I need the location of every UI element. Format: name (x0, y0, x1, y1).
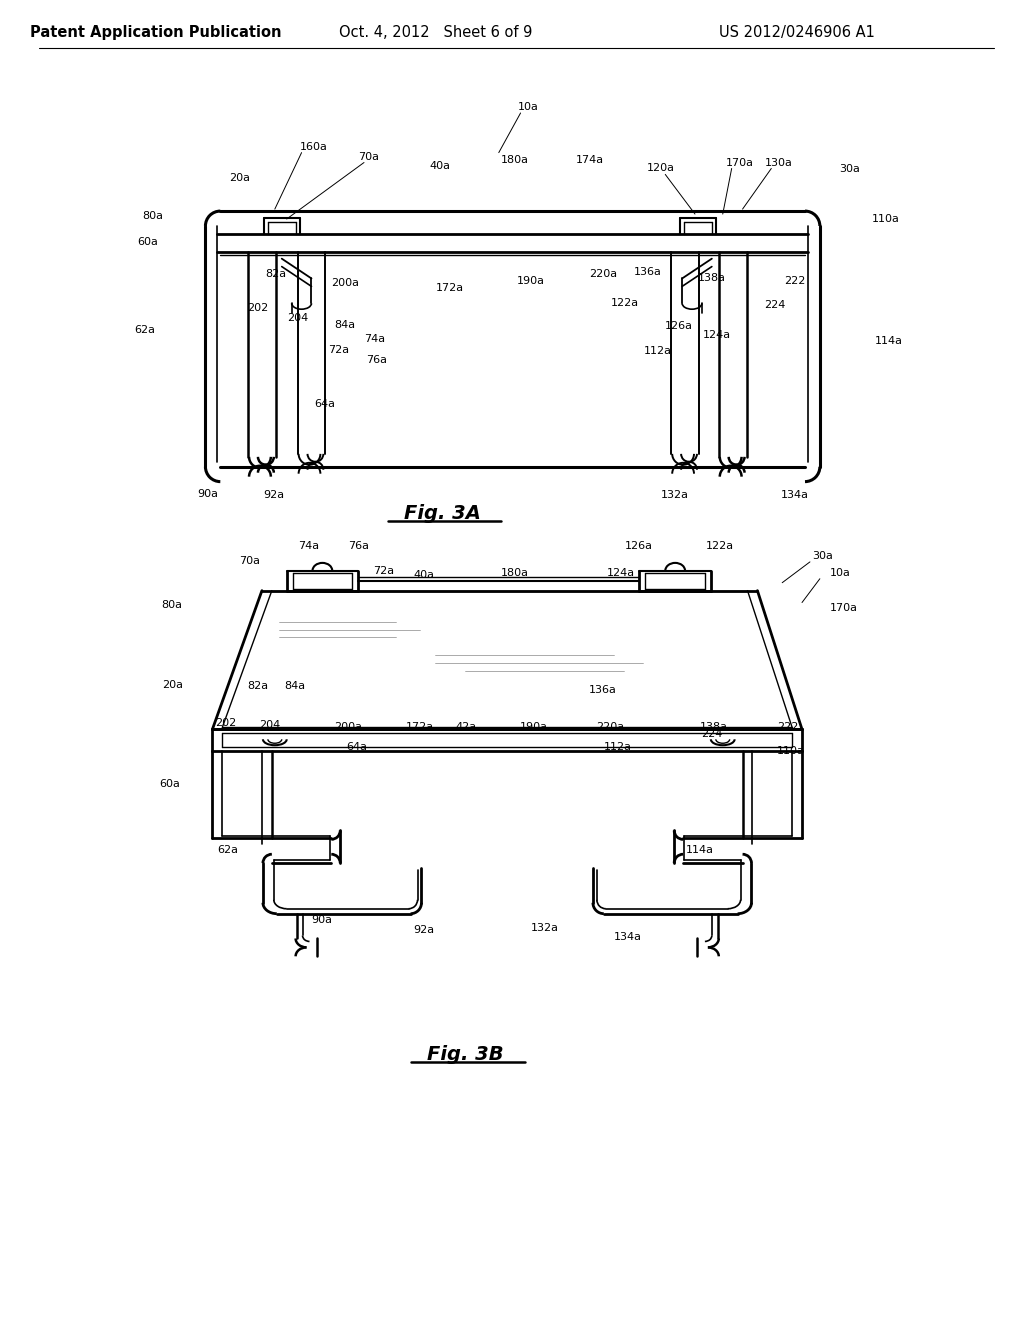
Text: 180a: 180a (501, 154, 528, 165)
Text: 170a: 170a (726, 157, 754, 168)
Text: 30a: 30a (812, 550, 833, 561)
Text: 134a: 134a (613, 932, 642, 942)
Text: 138a: 138a (698, 273, 726, 284)
Text: 70a: 70a (240, 556, 260, 566)
Text: 222: 222 (784, 276, 806, 286)
Text: 64a: 64a (346, 742, 368, 752)
Text: 40a: 40a (413, 570, 434, 579)
Text: 222: 222 (777, 722, 799, 733)
Text: Oct. 4, 2012   Sheet 6 of 9: Oct. 4, 2012 Sheet 6 of 9 (339, 25, 532, 40)
Text: 82a: 82a (265, 268, 286, 279)
Text: 224: 224 (764, 300, 785, 310)
Text: 122a: 122a (610, 298, 639, 309)
Text: 92a: 92a (414, 924, 434, 935)
Text: 224: 224 (701, 730, 722, 739)
Text: 124a: 124a (607, 568, 635, 578)
Text: 174a: 174a (575, 154, 604, 165)
Text: 204: 204 (287, 313, 308, 323)
Text: 136a: 136a (634, 267, 662, 276)
Text: 62a: 62a (217, 845, 239, 855)
Text: 200a: 200a (334, 722, 362, 733)
Text: 124a: 124a (702, 330, 731, 341)
Text: 90a: 90a (311, 915, 332, 924)
Text: 64a: 64a (314, 400, 336, 409)
Text: 84a: 84a (334, 319, 355, 330)
Text: Fig. 3B: Fig. 3B (427, 1045, 504, 1064)
Text: 204: 204 (259, 721, 281, 730)
Text: 172a: 172a (435, 284, 464, 293)
Text: 72a: 72a (373, 566, 394, 576)
Text: 132a: 132a (530, 923, 558, 932)
Text: 42a: 42a (456, 722, 476, 733)
Text: 160a: 160a (300, 141, 328, 152)
Text: 70a: 70a (358, 152, 380, 161)
Text: 84a: 84a (285, 681, 306, 690)
Text: 114a: 114a (874, 335, 902, 346)
Text: 74a: 74a (298, 541, 319, 550)
Text: 90a: 90a (198, 488, 218, 499)
Text: 190a: 190a (519, 722, 548, 733)
Text: 76a: 76a (366, 355, 387, 364)
Text: 114a: 114a (686, 845, 714, 855)
Text: 112a: 112a (604, 742, 632, 752)
Text: 80a: 80a (142, 211, 163, 220)
Text: 20a: 20a (229, 173, 250, 183)
Text: 72a: 72a (329, 345, 349, 355)
Text: Fig. 3A: Fig. 3A (403, 504, 480, 523)
Text: 60a: 60a (137, 236, 158, 247)
Text: 10a: 10a (829, 568, 851, 578)
Text: 60a: 60a (159, 779, 179, 789)
Text: 202: 202 (215, 718, 237, 729)
Text: 180a: 180a (501, 568, 528, 578)
Text: 134a: 134a (781, 491, 809, 500)
Text: 138a: 138a (700, 722, 728, 733)
Text: 172a: 172a (406, 722, 434, 733)
Text: US 2012/0246906 A1: US 2012/0246906 A1 (719, 25, 874, 40)
Text: 74a: 74a (364, 334, 385, 345)
Text: 110a: 110a (871, 214, 899, 224)
Text: Patent Application Publication: Patent Application Publication (30, 25, 282, 40)
Text: 76a: 76a (348, 541, 369, 550)
Text: 120a: 120a (647, 164, 675, 173)
Text: 190a: 190a (517, 276, 545, 286)
Text: 136a: 136a (589, 685, 616, 694)
Text: 82a: 82a (247, 681, 268, 690)
Text: 10a: 10a (518, 102, 539, 112)
Text: 126a: 126a (625, 541, 652, 550)
Text: 202: 202 (247, 304, 268, 313)
Text: 132a: 132a (662, 491, 689, 500)
Text: 170a: 170a (829, 603, 858, 614)
Text: 62a: 62a (134, 325, 155, 335)
Text: 40a: 40a (430, 161, 451, 172)
Text: 200a: 200a (332, 279, 359, 289)
Text: 126a: 126a (666, 321, 693, 331)
Text: 20a: 20a (162, 680, 182, 690)
Text: 122a: 122a (706, 541, 734, 550)
Text: 92a: 92a (263, 491, 285, 500)
Text: 30a: 30a (840, 165, 860, 174)
Text: 220a: 220a (596, 722, 624, 733)
Text: 220a: 220a (589, 268, 617, 279)
Text: 112a: 112a (644, 346, 673, 356)
Text: 80a: 80a (162, 601, 182, 610)
Text: 110a: 110a (777, 746, 805, 756)
Text: 130a: 130a (764, 157, 793, 168)
